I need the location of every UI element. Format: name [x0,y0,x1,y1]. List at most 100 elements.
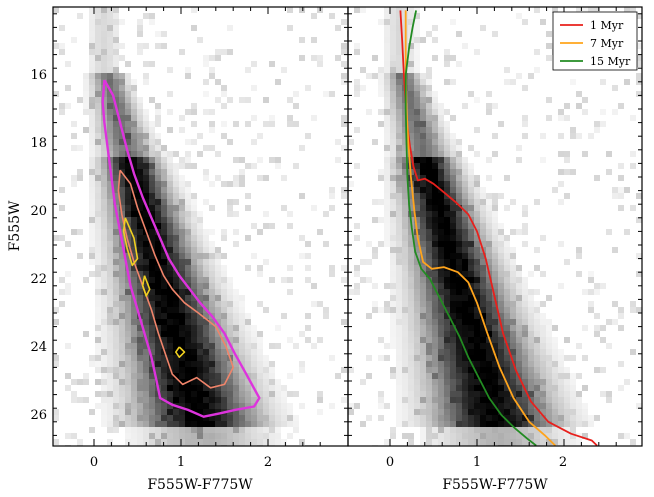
histogram-bin [594,283,600,289]
histogram-bin [149,181,155,187]
histogram-bin [408,133,414,139]
histogram-bin [245,331,251,337]
histogram-bin [209,145,215,151]
histogram-bin [233,391,239,397]
histogram-bin [498,313,504,319]
histogram-bin [462,319,468,325]
histogram-bin [582,415,588,421]
histogram-bin [143,235,149,241]
histogram-bin [341,49,347,55]
histogram-bin [582,97,588,103]
histogram-bin [119,337,125,343]
histogram-bin [432,379,438,385]
histogram-bin [504,259,510,265]
y-tick-label: 20 [30,204,47,219]
histogram-bin [143,289,149,295]
histogram-bin [137,139,143,145]
histogram-bin [119,109,125,115]
histogram-bin [540,373,546,379]
histogram-bin [450,175,456,181]
histogram-bin [498,241,504,247]
histogram-bin [408,271,414,277]
histogram-bin [113,295,119,301]
histogram-bin [101,313,107,319]
histogram-bin [257,397,263,403]
histogram-bin [450,181,456,187]
histogram-bin [438,385,444,391]
histogram-bin [137,307,143,313]
histogram-bin [107,211,113,217]
histogram-bin [384,103,390,109]
histogram-bin [438,307,444,313]
histogram-bin [113,265,119,271]
histogram-bin [456,385,462,391]
histogram-bin [480,325,486,331]
histogram-bin [480,397,486,403]
histogram-bin [179,199,185,205]
histogram-bin [191,433,197,439]
histogram-bin [167,355,173,361]
histogram-bin [233,439,239,445]
histogram-bin [191,325,197,331]
histogram-bin [582,325,588,331]
histogram-bin [263,367,269,373]
histogram-bin [287,121,293,127]
histogram-bin [95,109,101,115]
histogram-bin [95,151,101,157]
histogram-bin [468,199,474,205]
histogram-bin [137,385,143,391]
histogram-bin [137,103,143,109]
histogram-bin [167,109,173,115]
histogram-bin [408,55,414,61]
histogram-bin [390,301,396,307]
histogram-bin [125,427,131,433]
histogram-bin [492,319,498,325]
histogram-bin [305,241,311,247]
histogram-bin [522,295,528,301]
histogram-bin [450,115,456,121]
histogram-bin [173,289,179,295]
histogram-bin [522,115,528,121]
histogram-bin [209,265,215,271]
histogram-bin [492,235,498,241]
histogram-bin [408,253,414,259]
histogram-bin [131,373,137,379]
histogram-bin [155,121,161,127]
histogram-bin [251,349,257,355]
histogram-bin [143,373,149,379]
histogram-bin [251,439,257,445]
histogram-bin [396,277,402,283]
histogram-bin [474,331,480,337]
histogram-bin [474,427,480,433]
histogram-bin [450,247,456,253]
histogram-bin [71,433,77,439]
histogram-bin [384,127,390,133]
histogram-bin [209,379,215,385]
histogram-bin [185,319,191,325]
histogram-bin [558,181,564,187]
histogram-bin [420,79,426,85]
histogram-bin [155,277,161,283]
histogram-bin [101,271,107,277]
histogram-bin [492,223,498,229]
histogram-bin [179,223,185,229]
histogram-bin [576,397,582,403]
histogram-bin [432,319,438,325]
histogram-bin [450,301,456,307]
histogram-bin [396,91,402,97]
histogram-bin [155,175,161,181]
histogram-bin [161,331,167,337]
histogram-bin [390,325,396,331]
histogram-bin [221,49,227,55]
histogram-bin [396,343,402,349]
histogram-bin [600,109,606,115]
histogram-bin [191,139,197,145]
histogram-bin [588,277,594,283]
histogram-bin [564,259,570,265]
histogram-bin [275,379,281,385]
histogram-bin [444,433,450,439]
histogram-bin [372,307,378,313]
histogram-bin [444,151,450,157]
histogram-bin [432,109,438,115]
histogram-bin [390,163,396,169]
